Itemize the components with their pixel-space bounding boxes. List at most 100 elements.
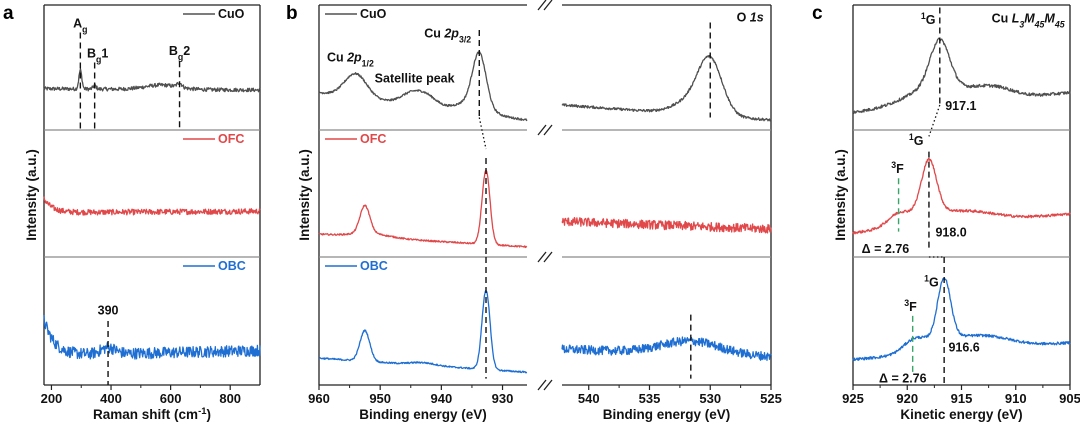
x-axis-label: Binding energy (eV) [603, 407, 731, 422]
legend-label: OBC [360, 259, 388, 273]
panel-c: c Intensity (a.u.) 925 920 915 910 905 Kinetic … [812, 3, 1080, 422]
axis-break-mark [537, 379, 553, 391]
x-tick-label: 940 [431, 391, 453, 406]
text-part: A [73, 17, 82, 31]
x-tick-label: 535 [639, 391, 661, 406]
x-tick-label: 905 [1059, 391, 1080, 406]
text-part: Binding energy (eV) [359, 407, 487, 422]
axis-break-slash [543, 379, 553, 391]
y-axis-label: Intensity (a.u.) [297, 149, 312, 241]
series-line-obc [561, 336, 772, 361]
legend-item: CuO [325, 7, 387, 21]
x-tick-label: 200 [41, 391, 63, 406]
axis-break-mark [537, 251, 553, 263]
peak-annotation: Bg2 [169, 44, 190, 62]
peak-annotation: 1G [921, 11, 936, 27]
text-part: 3 [1019, 20, 1024, 30]
text-part: Δ = 2.76 [879, 371, 927, 385]
legend-label: OFC [360, 132, 386, 146]
series-line-cuo [43, 68, 261, 93]
x-axis-label: Raman shift (cm-1) [93, 406, 211, 423]
text-part: Raman shift (cm [93, 407, 198, 422]
axis-break-slash [537, 124, 547, 136]
legend-label: CuO [360, 7, 387, 21]
text-part: Cu [327, 50, 347, 64]
text-part: Δ = 2.76 [862, 242, 910, 256]
peak-annotation: Bg1 [87, 47, 108, 65]
axis-break-slash [543, 0, 553, 11]
x-tick-label: 530 [699, 391, 721, 406]
text-part: 45 [1034, 20, 1045, 30]
peak-annotation: Cu L3M45M45 [992, 12, 1065, 30]
text-part: g [178, 52, 183, 62]
text-part: 3 [904, 298, 909, 308]
axis-break-slash [537, 379, 547, 391]
text-part: 1 [921, 11, 926, 21]
text-part: 1 [909, 132, 914, 142]
text-part: F [896, 162, 904, 176]
text-part: Cu [992, 12, 1012, 26]
text-part: 45 [1054, 20, 1065, 30]
peak-shift-connector [928, 104, 941, 137]
text-part: M [1044, 12, 1055, 26]
text-part: L [1012, 12, 1020, 26]
text-part: 1 [924, 273, 929, 283]
text-part: 917.1 [945, 99, 976, 113]
series-line-obc [43, 314, 261, 360]
text-part: O [737, 10, 750, 24]
legend-label: OBC [218, 259, 246, 273]
legend-item: OFC [325, 132, 386, 146]
peak-annotation: 917.1 [945, 99, 976, 113]
peak-annotation: 390 [98, 304, 119, 318]
peak-annotation: Δ = 2.76 [879, 371, 927, 385]
panel-letter: c [812, 3, 823, 24]
axis-break-mark [537, 0, 553, 11]
legend-item: OBC [183, 259, 246, 273]
y-axis-label: Intensity (a.u.) [24, 149, 39, 241]
panel-a: a Intensity (a.u.) 200 400 600 800 Raman shift… [3, 3, 261, 423]
peak-annotation: Cu 2p3/2 [424, 27, 471, 45]
text-part: Cu [424, 27, 444, 41]
x-tick-label: 920 [896, 391, 918, 406]
text-part: G [914, 134, 924, 148]
panel-b: b Intensity (a.u.) 960 950 940 930 Binding ene… [286, 0, 782, 422]
y-axis-label: Intensity (a.u.) [833, 149, 848, 241]
text-part: g [96, 55, 101, 65]
text-part: -1 [198, 406, 206, 417]
x-axis-label: Kinetic energy (eV) [900, 407, 1022, 422]
axis-break-slash [543, 251, 553, 263]
series-line-obc [852, 277, 1071, 362]
peak-annotation: Cu 2p1/2 [327, 50, 374, 68]
x-tick-label: 915 [951, 391, 973, 406]
text-part: F [909, 300, 917, 314]
series-line-obc [318, 289, 528, 374]
text-part: Kinetic energy (eV) [900, 407, 1022, 422]
axis-break-slash [537, 0, 547, 11]
series-line-cuo [318, 50, 528, 122]
x-tick-label: 400 [100, 391, 122, 406]
legend-item: CuO [183, 7, 245, 21]
text-part: 2p [443, 27, 459, 41]
x-tick-label: 925 [842, 391, 864, 406]
text-part: B [169, 44, 178, 58]
text-part: 3 [891, 160, 896, 170]
series-line-cuo [852, 37, 1071, 114]
axis-break-mark [537, 124, 553, 136]
series-line-ofc [852, 157, 1071, 235]
axis-break-slash [537, 251, 547, 263]
x-tick-label: 600 [160, 391, 182, 406]
legend-item: OFC [183, 132, 244, 146]
x-tick-label: 930 [492, 391, 514, 406]
text-part: 1 [101, 47, 108, 61]
axis-break-slash [543, 124, 553, 136]
text-part: Binding energy (eV) [603, 407, 731, 422]
text-part: 2p [346, 50, 362, 64]
x-tick-label: 950 [369, 391, 391, 406]
text-part: 918.0 [935, 226, 966, 240]
peak-annotation: 3F [904, 298, 917, 314]
text-part: 390 [98, 304, 119, 318]
peak-annotation: Δ = 2.76 [862, 242, 910, 256]
text-part: 3/2 [459, 35, 471, 45]
peak-annotation: O 1s [737, 10, 764, 24]
